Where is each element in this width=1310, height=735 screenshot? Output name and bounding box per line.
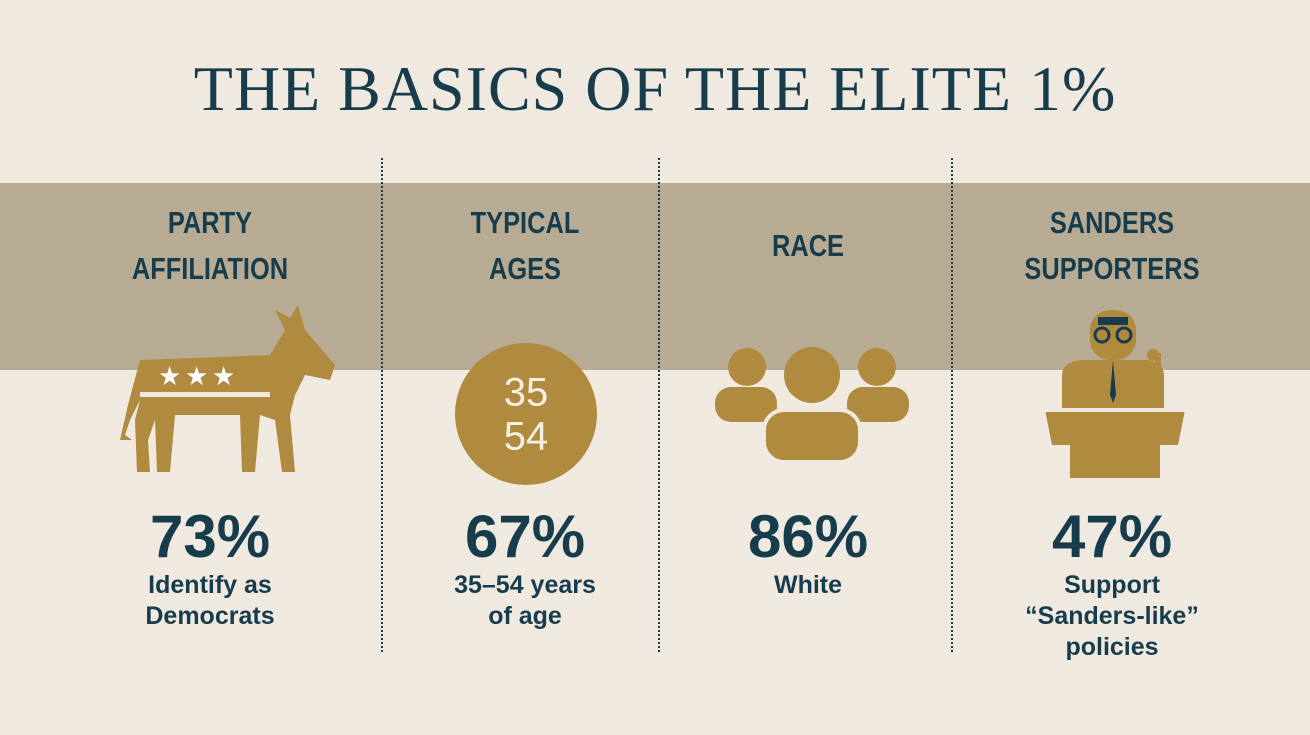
heading-line: AFFILIATION — [131, 251, 289, 286]
age-icon: 35 54 — [455, 343, 597, 485]
heading-line: SANDERS — [1049, 205, 1175, 240]
caption-line: Identify as — [148, 571, 272, 599]
title: THE BASICS OF THE ELITE 1% — [193, 53, 1117, 124]
heading-line: RACE — [771, 228, 845, 263]
panel-heading: SANDERS SUPPORTERS — [989, 200, 1235, 292]
heading-line: SUPPORTERS — [1024, 251, 1200, 286]
caption: White — [658, 570, 958, 601]
caption-line: “Sanders-like” — [1025, 602, 1199, 630]
caption-line: of age — [488, 602, 562, 630]
donkey-icon: ★ ★ ★ — [120, 305, 335, 472]
caption-line: Democrats — [145, 602, 275, 630]
caption-line: Support — [1064, 571, 1160, 599]
svg-text:★: ★ — [212, 361, 235, 391]
caption-line: policies — [1065, 633, 1159, 661]
icon-text: 54 — [504, 415, 549, 459]
stat: 86% — [747, 503, 869, 570]
stat: 73% — [149, 503, 271, 570]
panel-heading: PARTY AFFILIATION — [87, 200, 333, 292]
caption-line: 35–54 years — [454, 571, 596, 599]
people-icon — [715, 347, 909, 464]
caption-line: White — [773, 571, 843, 599]
stat: 47% — [1051, 503, 1173, 570]
caption: Identify as Democrats — [60, 570, 360, 632]
panel: TYPICAL AGES 67% 35–54 years of age — [375, 0, 675, 735]
svg-text:★: ★ — [185, 361, 208, 391]
panel: PARTY AFFILIATION 73% Identify as Democrats — [60, 0, 360, 735]
heading-line: TYPICAL — [470, 205, 580, 240]
heading-line: PARTY — [167, 205, 253, 240]
stat: 67% — [464, 503, 586, 570]
panel-heading: TYPICAL AGES — [402, 200, 648, 292]
icon-text: 35 — [504, 371, 549, 415]
caption: 35–54 years of age — [375, 570, 675, 632]
panel: SANDERS SUPPORTERS 47% Support “Sanders-like… — [962, 0, 1262, 735]
panel-heading: RACE — [685, 200, 931, 292]
panel: RACE 86% White — [658, 0, 958, 735]
heading-line: AGES — [488, 251, 562, 286]
separator — [381, 158, 383, 652]
svg-text:★: ★ — [158, 361, 181, 391]
caption: Support “Sanders-like” policies — [962, 570, 1262, 663]
separator — [951, 158, 953, 652]
separator — [658, 158, 660, 652]
speaker-icon — [1045, 310, 1185, 478]
